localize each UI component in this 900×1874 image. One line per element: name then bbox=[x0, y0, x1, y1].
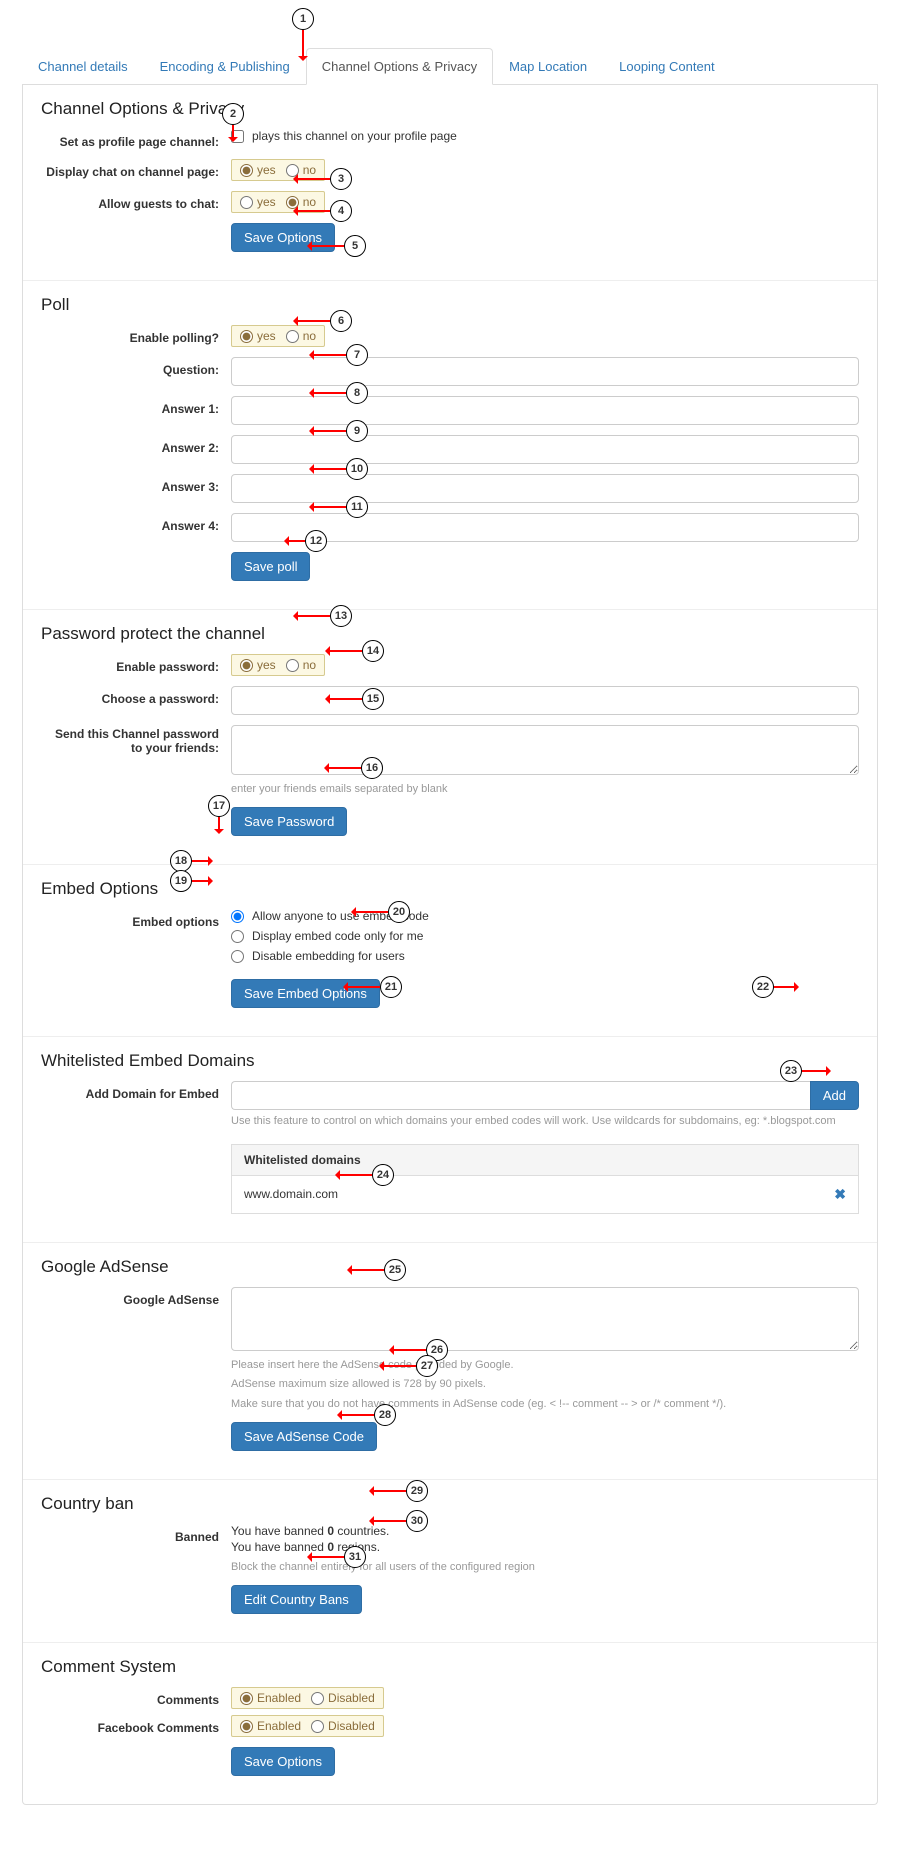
settings-panel: Channel Options & Privacy Set as profile… bbox=[22, 85, 878, 1805]
whitelist-row: www.domain.com ✖ bbox=[231, 1176, 859, 1214]
save-adsense-button[interactable]: Save AdSense Code bbox=[231, 1422, 377, 1451]
country-banned-regions: You have banned 0 regions. bbox=[231, 1540, 859, 1554]
adsense-label: Google AdSense bbox=[41, 1287, 231, 1307]
whitelist-delete-icon[interactable]: ✖ bbox=[834, 1186, 846, 1203]
section-password: Password protect the channel Enable pass… bbox=[23, 610, 877, 865]
fb-comments-enabled[interactable] bbox=[240, 1720, 253, 1733]
password-send-help: enter your friends emails separated by b… bbox=[231, 782, 859, 797]
embed-opt-me[interactable] bbox=[231, 930, 244, 943]
poll-a4-label: Answer 4: bbox=[41, 513, 231, 533]
save-options-button[interactable]: Save Options bbox=[231, 223, 335, 252]
fb-comments-disabled[interactable] bbox=[311, 1720, 324, 1733]
poll-enable-no[interactable] bbox=[286, 330, 299, 343]
display-chat-group: yes no bbox=[231, 159, 325, 181]
password-enable-label: Enable password: bbox=[41, 654, 231, 674]
display-chat-no[interactable] bbox=[286, 164, 299, 177]
guest-chat-yes[interactable] bbox=[240, 196, 253, 209]
fb-comments-label: Facebook Comments bbox=[41, 1715, 231, 1735]
channel-options-heading: Channel Options & Privacy bbox=[41, 99, 859, 119]
poll-question-input[interactable] bbox=[231, 357, 859, 386]
section-embed: Embed Options Embed options Allow anyone… bbox=[23, 865, 877, 1037]
display-chat-label: Display chat on channel page: bbox=[41, 159, 231, 179]
adsense-help1: Please insert here the AdSense code prov… bbox=[231, 1358, 859, 1373]
section-comments: Comment System Comments Enabled Disabled… bbox=[23, 1643, 877, 1804]
whitelist-heading: Whitelisted Embed Domains bbox=[41, 1051, 859, 1071]
poll-heading: Poll bbox=[41, 295, 859, 315]
profile-channel-desc: plays this channel on your profile page bbox=[252, 129, 457, 143]
fb-comments-group: Enabled Disabled bbox=[231, 1715, 384, 1737]
whitelist-add-input[interactable] bbox=[231, 1081, 810, 1110]
whitelist-add-button[interactable]: Add bbox=[810, 1081, 859, 1110]
guest-chat-no[interactable] bbox=[286, 196, 299, 209]
embed-label: Embed options bbox=[41, 909, 231, 929]
section-whitelist: Whitelisted Embed Domains Add Domain for… bbox=[23, 1037, 877, 1242]
section-country: Country ban Banned You have banned 0 cou… bbox=[23, 1480, 877, 1643]
section-channel-options: Channel Options & Privacy Set as profile… bbox=[23, 85, 877, 281]
password-enable-no[interactable] bbox=[286, 659, 299, 672]
country-label: Banned bbox=[41, 1524, 231, 1544]
tab-encoding[interactable]: Encoding & Publishing bbox=[144, 48, 306, 85]
comments-enabled[interactable] bbox=[240, 1692, 253, 1705]
poll-a3-label: Answer 3: bbox=[41, 474, 231, 494]
password-emails-textarea[interactable] bbox=[231, 725, 859, 775]
save-embed-button[interactable]: Save Embed Options bbox=[231, 979, 380, 1008]
embed-heading: Embed Options bbox=[41, 879, 859, 899]
save-comments-button[interactable]: Save Options bbox=[231, 1747, 335, 1776]
adsense-textarea[interactable] bbox=[231, 1287, 859, 1351]
password-send-label: Send this Channel password to your frien… bbox=[41, 725, 231, 755]
section-adsense: Google AdSense Google AdSense Please ins… bbox=[23, 1243, 877, 1480]
embed-opt-disable[interactable] bbox=[231, 950, 244, 963]
guest-chat-label: Allow guests to chat: bbox=[41, 191, 231, 211]
tab-looping[interactable]: Looping Content bbox=[603, 48, 730, 85]
poll-a1-input[interactable] bbox=[231, 396, 859, 425]
poll-a1-label: Answer 1: bbox=[41, 396, 231, 416]
poll-enable-yes[interactable] bbox=[240, 330, 253, 343]
poll-a4-input[interactable] bbox=[231, 513, 859, 542]
tab-options[interactable]: Channel Options & Privacy bbox=[306, 48, 493, 85]
password-enable-yes[interactable] bbox=[240, 659, 253, 672]
whitelist-add-label: Add Domain for Embed bbox=[41, 1081, 231, 1101]
comments-label: Comments bbox=[41, 1687, 231, 1707]
embed-opt-all[interactable] bbox=[231, 910, 244, 923]
tab-map[interactable]: Map Location bbox=[493, 48, 603, 85]
comments-disabled[interactable] bbox=[311, 1692, 324, 1705]
whitelist-domain: www.domain.com bbox=[244, 1187, 338, 1201]
profile-channel-checkbox[interactable] bbox=[231, 130, 244, 143]
password-input[interactable] bbox=[231, 686, 859, 715]
password-choose-label: Choose a password: bbox=[41, 686, 231, 706]
section-poll: Poll Enable polling? yes no Question: An… bbox=[23, 281, 877, 610]
whitelist-table-header: Whitelisted domains bbox=[231, 1144, 859, 1176]
country-heading: Country ban bbox=[41, 1494, 859, 1514]
comments-group: Enabled Disabled bbox=[231, 1687, 384, 1709]
poll-enable-group: yes no bbox=[231, 325, 325, 347]
poll-question-label: Question: bbox=[41, 357, 231, 377]
save-password-button[interactable]: Save Password bbox=[231, 807, 347, 836]
password-enable-group: yes no bbox=[231, 654, 325, 676]
edit-country-bans-button[interactable]: Edit Country Bans bbox=[231, 1585, 362, 1614]
adsense-help3: Make sure that you do not have comments … bbox=[231, 1397, 859, 1412]
password-heading: Password protect the channel bbox=[41, 624, 859, 644]
poll-enable-label: Enable polling? bbox=[41, 325, 231, 345]
tab-channel-details[interactable]: Channel details bbox=[22, 48, 144, 85]
country-help: Block the channel entirely for all users… bbox=[231, 1560, 859, 1575]
guest-chat-group: yes no bbox=[231, 191, 325, 213]
whitelist-help: Use this feature to control on which dom… bbox=[231, 1114, 859, 1129]
save-poll-button[interactable]: Save poll bbox=[231, 552, 310, 581]
display-chat-yes[interactable] bbox=[240, 164, 253, 177]
poll-a2-label: Answer 2: bbox=[41, 435, 231, 455]
poll-a2-input[interactable] bbox=[231, 435, 859, 464]
comments-heading: Comment System bbox=[41, 1657, 859, 1677]
adsense-help2: AdSense maximum size allowed is 728 by 9… bbox=[231, 1377, 859, 1392]
poll-a3-input[interactable] bbox=[231, 474, 859, 503]
tabs-bar: Channel details Encoding & Publishing Ch… bbox=[22, 48, 878, 85]
adsense-heading: Google AdSense bbox=[41, 1257, 859, 1277]
country-banned-countries: You have banned 0 countries. bbox=[231, 1524, 859, 1538]
profile-channel-label: Set as profile page channel: bbox=[41, 129, 231, 149]
